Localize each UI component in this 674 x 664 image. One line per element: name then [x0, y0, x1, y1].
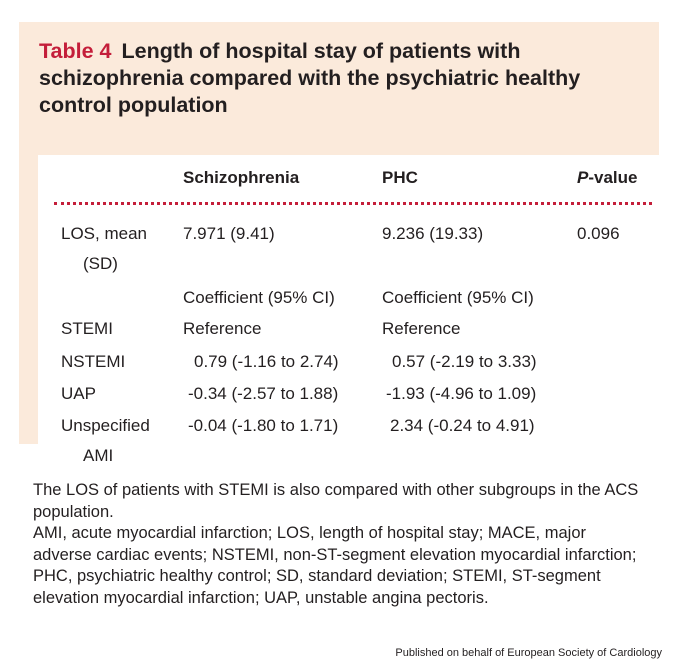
coef-header-schizophrenia: Coefficient (95% CI) — [183, 288, 335, 307]
col-header-schizophrenia: Schizophrenia — [183, 168, 300, 187]
header-divider — [54, 202, 652, 205]
publisher-credit: Published on behalf of European Society … — [395, 647, 662, 659]
col-header-p-value: P-value — [577, 167, 637, 189]
table-footnotes: The LOS of patients with STEMI is also c… — [33, 480, 643, 609]
los-schizophrenia: 7.971 (9.41) — [183, 224, 275, 243]
row-label-uap: UAP — [61, 384, 96, 403]
row-label-ami: AMI — [83, 446, 114, 465]
table-label: Table 4 — [39, 39, 112, 63]
stemi-schizophrenia: Reference — [183, 319, 262, 338]
col-header-phc: PHC — [382, 168, 418, 187]
los-p-value: 0.096 — [577, 224, 620, 243]
table-caption: Table 4 Length of hospital stay of patien… — [39, 38, 649, 119]
row-label-unspecified: Unspecified — [61, 416, 150, 435]
p-value-suffix: -value — [588, 168, 638, 187]
stemi-phc: Reference — [382, 319, 461, 338]
unspecified-schizophrenia: -0.04 (-1.80 to 1.71) — [188, 416, 339, 435]
table-title: Length of hospital stay of patients with… — [39, 39, 581, 117]
unspecified-phc: 2.34 (-0.24 to 4.91) — [390, 416, 535, 435]
table-panel: Table 4 Length of hospital stay of patien… — [19, 22, 665, 468]
table-body: Schizophrenia PHC P-value LOS, mean (SD)… — [38, 155, 665, 468]
p-italic: P — [577, 168, 589, 187]
row-label-stemi: STEMI — [61, 319, 113, 338]
footnote-los: The LOS of patients with STEMI is also c… — [33, 481, 639, 521]
uap-phc: -1.93 (-4.96 to 1.09) — [386, 384, 537, 403]
row-label-los-sd: (SD) — [83, 254, 118, 273]
nstemi-phc: 0.57 (-2.19 to 3.33) — [392, 352, 537, 371]
row-label-nstemi: NSTEMI — [61, 352, 126, 371]
nstemi-schizophrenia: 0.79 (-1.16 to 2.74) — [194, 352, 339, 371]
footnote-abbreviations: AMI, acute myocardial infarction; LOS, l… — [33, 524, 637, 607]
uap-schizophrenia: -0.34 (-2.57 to 1.88) — [188, 384, 339, 403]
los-phc: 9.236 (19.33) — [382, 224, 484, 243]
coef-header-phc: Coefficient (95% CI) — [382, 288, 534, 307]
row-label-los: LOS, mean — [61, 224, 147, 243]
